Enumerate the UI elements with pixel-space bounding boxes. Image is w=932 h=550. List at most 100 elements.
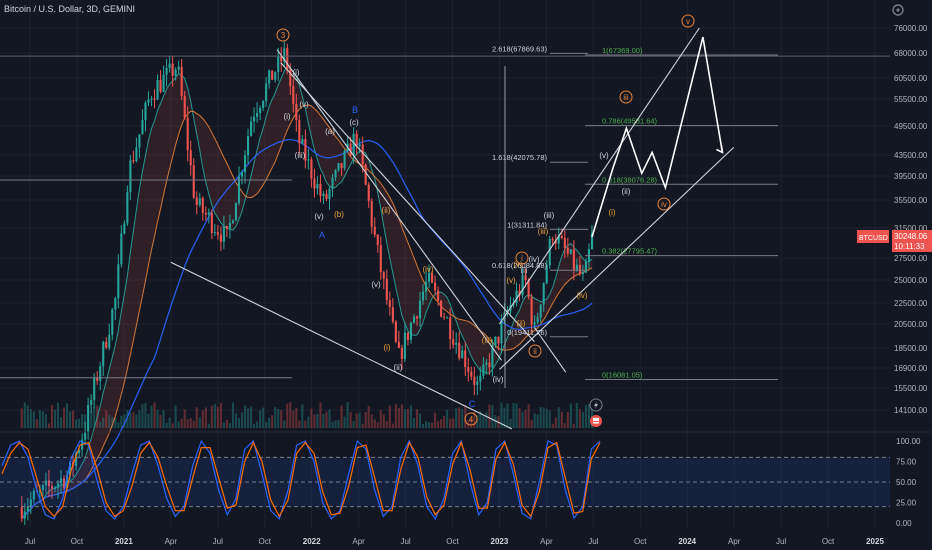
candle bbox=[316, 184, 319, 189]
stoch-line bbox=[1, 440, 601, 518]
candle bbox=[385, 278, 388, 301]
volume-bar bbox=[138, 410, 141, 428]
candle bbox=[168, 63, 171, 68]
volume-bar bbox=[530, 419, 533, 428]
wave-circle bbox=[657, 197, 671, 211]
stoch-rsi-panel: 100.00 75.00 50.00 25.00 0.00 bbox=[0, 431, 932, 528]
volume-bar bbox=[114, 417, 117, 428]
candle bbox=[84, 432, 87, 440]
candle bbox=[497, 336, 500, 344]
time-tick-label: 2024 bbox=[678, 537, 696, 546]
fib-label: 1.618(42075.78) bbox=[492, 153, 548, 162]
time-tick-label: Jul bbox=[213, 537, 223, 546]
volume-bar bbox=[231, 402, 235, 428]
candle bbox=[322, 194, 325, 196]
price-tick-label: 49500.00 bbox=[894, 122, 928, 131]
axes: 76000.00 68000.00 60500.00 55500.00 49500.00… bbox=[25, 24, 928, 546]
candle bbox=[376, 234, 379, 245]
candle bbox=[144, 102, 147, 121]
volume-bar bbox=[268, 417, 271, 428]
price-tick-label: 25000.00 bbox=[894, 276, 928, 285]
volume-bar bbox=[385, 421, 388, 428]
candle bbox=[566, 248, 569, 254]
gear-icon[interactable] bbox=[892, 4, 904, 16]
volume-bar bbox=[65, 403, 69, 428]
candle bbox=[563, 238, 566, 249]
candle bbox=[50, 486, 53, 489]
wave-label-small: (v) bbox=[513, 260, 523, 269]
price-tick-label: 39500.00 bbox=[894, 172, 928, 181]
candle bbox=[554, 240, 557, 244]
wave-label-small: (iv) bbox=[528, 255, 539, 264]
candle bbox=[449, 317, 452, 340]
candle bbox=[467, 367, 470, 372]
wave-label-small: (iii) bbox=[538, 227, 549, 236]
trendline bbox=[499, 27, 700, 325]
wave-label-abc: B bbox=[352, 105, 358, 115]
candle bbox=[292, 86, 295, 104]
volume-bar bbox=[298, 420, 301, 428]
candle bbox=[476, 381, 479, 385]
candle bbox=[120, 233, 123, 265]
wave-label: (c) bbox=[349, 118, 359, 127]
volume-bar bbox=[542, 407, 545, 428]
candle bbox=[69, 461, 72, 476]
wave-label-small: (v) bbox=[314, 212, 324, 221]
candle bbox=[382, 272, 385, 279]
flag-icon[interactable] bbox=[590, 415, 602, 427]
candle bbox=[256, 112, 259, 117]
volume-bar bbox=[500, 402, 503, 428]
price-tick-label: 55500.00 bbox=[894, 95, 928, 104]
candle bbox=[557, 235, 560, 244]
candle bbox=[349, 143, 352, 156]
volume-bar bbox=[29, 409, 32, 428]
volume-bar bbox=[180, 418, 183, 428]
time-tick-label: Oct bbox=[822, 537, 835, 546]
candle bbox=[65, 475, 69, 489]
trendline bbox=[280, 62, 535, 343]
lightning-icon[interactable] bbox=[589, 398, 603, 412]
price-badge: BTCUSD 30248.06 10:11:33 bbox=[857, 230, 932, 252]
volume-bar bbox=[256, 421, 259, 428]
candle bbox=[533, 322, 536, 325]
candle bbox=[379, 244, 382, 273]
time-tick-label: Jul bbox=[588, 537, 598, 546]
candle bbox=[370, 200, 373, 227]
candle bbox=[584, 261, 587, 273]
candle bbox=[114, 298, 117, 310]
volume-bar bbox=[494, 415, 497, 428]
time-tick-label: Oct bbox=[634, 537, 647, 546]
forecast-path bbox=[591, 36, 724, 238]
volume-bar bbox=[412, 417, 416, 428]
wave-label-small: (iii) bbox=[295, 151, 306, 160]
candle bbox=[575, 264, 578, 270]
wave-circle bbox=[464, 412, 478, 426]
candle bbox=[415, 316, 419, 319]
candle bbox=[530, 297, 533, 325]
candle bbox=[289, 68, 292, 87]
candle bbox=[268, 70, 271, 84]
volume-bar bbox=[72, 410, 75, 428]
volume-bar bbox=[361, 423, 364, 428]
candle bbox=[141, 120, 144, 135]
candle bbox=[548, 238, 551, 266]
volume-bar bbox=[259, 410, 262, 428]
candle bbox=[301, 139, 304, 144]
volume-bar bbox=[69, 411, 72, 428]
volume-bar bbox=[120, 415, 123, 428]
stoch-tick-label: 25.00 bbox=[896, 499, 917, 508]
fib-label: 0.618(26084.88) bbox=[492, 261, 548, 270]
volume-bar bbox=[418, 413, 422, 428]
volume-bar bbox=[533, 413, 536, 428]
volume-bar bbox=[292, 410, 295, 428]
volume-bar bbox=[213, 403, 216, 428]
moving-average bbox=[21, 104, 593, 519]
volume-bar bbox=[102, 417, 105, 428]
candle bbox=[192, 165, 195, 198]
wave-label-small: (ii) bbox=[394, 363, 403, 372]
candles[interactable] bbox=[20, 40, 594, 525]
candle bbox=[337, 163, 340, 171]
candle bbox=[78, 449, 81, 454]
volume-bar bbox=[283, 420, 286, 428]
